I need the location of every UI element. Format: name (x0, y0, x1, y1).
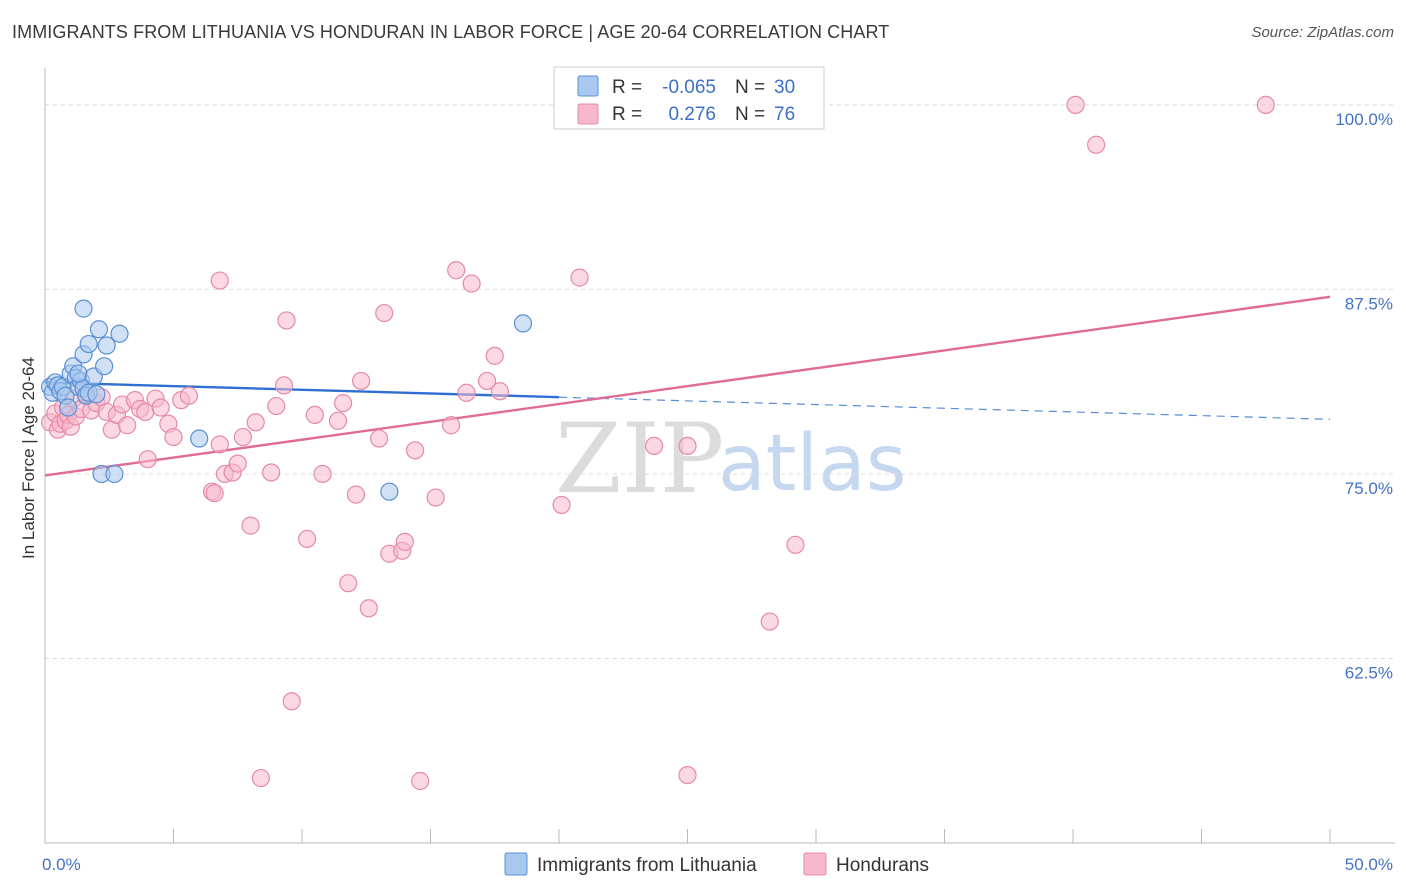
point-hondurans (426, 488, 445, 507)
y-tick-label: 87.5% (1345, 294, 1393, 313)
legend-box (553, 66, 825, 130)
point-hondurans (760, 612, 779, 631)
trend-line-extension-lithuania (558, 396, 1331, 420)
legend-n-label-2: N = (735, 104, 765, 125)
point-hondurans (411, 771, 430, 791)
point-hondurans (395, 532, 414, 551)
point-hondurans (644, 436, 664, 456)
point-hondurans (490, 382, 509, 401)
correlation-legend: R = -0.065 N = 30 R = 0.276 N = 76 (553, 66, 825, 130)
point-hondurans (210, 271, 229, 290)
point-hondurans (457, 383, 476, 402)
legend-n-value-1: 30 (774, 77, 795, 98)
point-hondurans (1087, 135, 1106, 154)
tick-labels: 62.5% 75.0% 87.5% 100.0% 0.0% 50.0% (42, 110, 1393, 874)
point-lithuania (79, 334, 98, 354)
point-lithuania (74, 299, 93, 318)
point-hondurans (164, 427, 183, 447)
data-points (41, 95, 1275, 791)
legend-r-label-2: R = (612, 104, 642, 125)
point-lithuania (190, 429, 209, 448)
x-tick-label: 50.0% (1345, 855, 1393, 874)
point-lithuania (513, 314, 533, 333)
point-hondurans (346, 485, 366, 504)
point-hondurans (352, 371, 371, 391)
point-hondurans (477, 371, 497, 391)
legend-swatch-lithuania (577, 75, 599, 97)
point-hondurans (262, 463, 281, 482)
point-hondurans (282, 692, 301, 711)
y-tick-label: 62.5% (1345, 663, 1393, 682)
point-hondurans (786, 535, 805, 554)
watermark: ZIP atlas (555, 403, 907, 515)
series-legend-swatch-lithuania (504, 852, 528, 876)
point-hondurans (138, 450, 157, 469)
point-hondurans (552, 495, 571, 515)
point-hondurans (228, 454, 247, 473)
series-legend: Immigrants from Lithuania Hondurans (504, 852, 929, 876)
point-hondurans (305, 405, 324, 425)
point-hondurans (118, 416, 137, 435)
chart-source: Source: ZipAtlas.com (1251, 24, 1394, 41)
x-tick-label: 0.0% (42, 855, 81, 874)
point-hondurans (441, 416, 461, 435)
point-lithuania (380, 482, 399, 501)
point-hondurans (462, 274, 481, 293)
legend-r-value-1: -0.065 (662, 77, 716, 98)
point-lithuania (89, 320, 109, 339)
point-hondurans (233, 427, 252, 447)
point-hondurans (328, 411, 348, 430)
point-hondurans (339, 574, 358, 593)
series-legend-lithuania: Immigrants from Lithuania (537, 855, 757, 876)
point-hondurans (370, 429, 389, 448)
point-hondurans (179, 386, 199, 405)
point-hondurans (205, 484, 224, 503)
y-tick-label: 100.0% (1335, 110, 1393, 129)
point-lithuania (97, 336, 116, 355)
point-hondurans (447, 261, 466, 280)
point-lithuania (105, 464, 124, 484)
point-hondurans (241, 516, 260, 535)
point-hondurans (570, 268, 589, 287)
point-hondurans (298, 529, 317, 549)
point-lithuania (110, 324, 129, 343)
axes (44, 68, 1395, 844)
point-hondurans (313, 464, 332, 484)
point-hondurans (1256, 95, 1275, 115)
watermark-atlas: atlas (718, 419, 907, 509)
watermark-zip: ZIP (555, 403, 724, 515)
series-legend-hondurans: Hondurans (836, 855, 929, 876)
series-legend-swatch-hondurans (803, 852, 827, 876)
y-tick-label: 75.0% (1345, 479, 1393, 498)
point-hondurans (678, 765, 697, 785)
point-hondurans (678, 436, 697, 456)
legend-swatch-hondurans (577, 103, 599, 125)
point-hondurans (274, 376, 294, 395)
point-hondurans (359, 599, 378, 618)
point-hondurans (485, 346, 504, 365)
trend-line-hondurans (44, 295, 1331, 477)
legend-r-value-2: 0.276 (668, 104, 716, 125)
point-hondurans (267, 396, 286, 416)
point-hondurans (151, 398, 170, 417)
point-hondurans (1066, 95, 1085, 115)
point-lithuania (59, 398, 78, 417)
point-hondurans (246, 413, 265, 432)
point-hondurans (251, 768, 270, 788)
point-hondurans (375, 303, 394, 323)
chart-title: IMMIGRANTS FROM LITHUANIA VS HONDURAN IN… (12, 22, 890, 42)
point-hondurans (210, 435, 229, 454)
point-hondurans (405, 441, 425, 460)
point-lithuania (95, 357, 114, 376)
point-hondurans (277, 311, 296, 330)
legend-r-label-1: R = (612, 77, 642, 98)
point-lithuania (87, 385, 106, 404)
point-hondurans (334, 393, 353, 413)
legend-n-value-2: 76 (774, 104, 795, 125)
point-lithuania (69, 364, 88, 383)
y-axis-title: In Labor Force | Age 20-64 (19, 357, 38, 559)
legend-n-label-1: N = (735, 77, 765, 98)
